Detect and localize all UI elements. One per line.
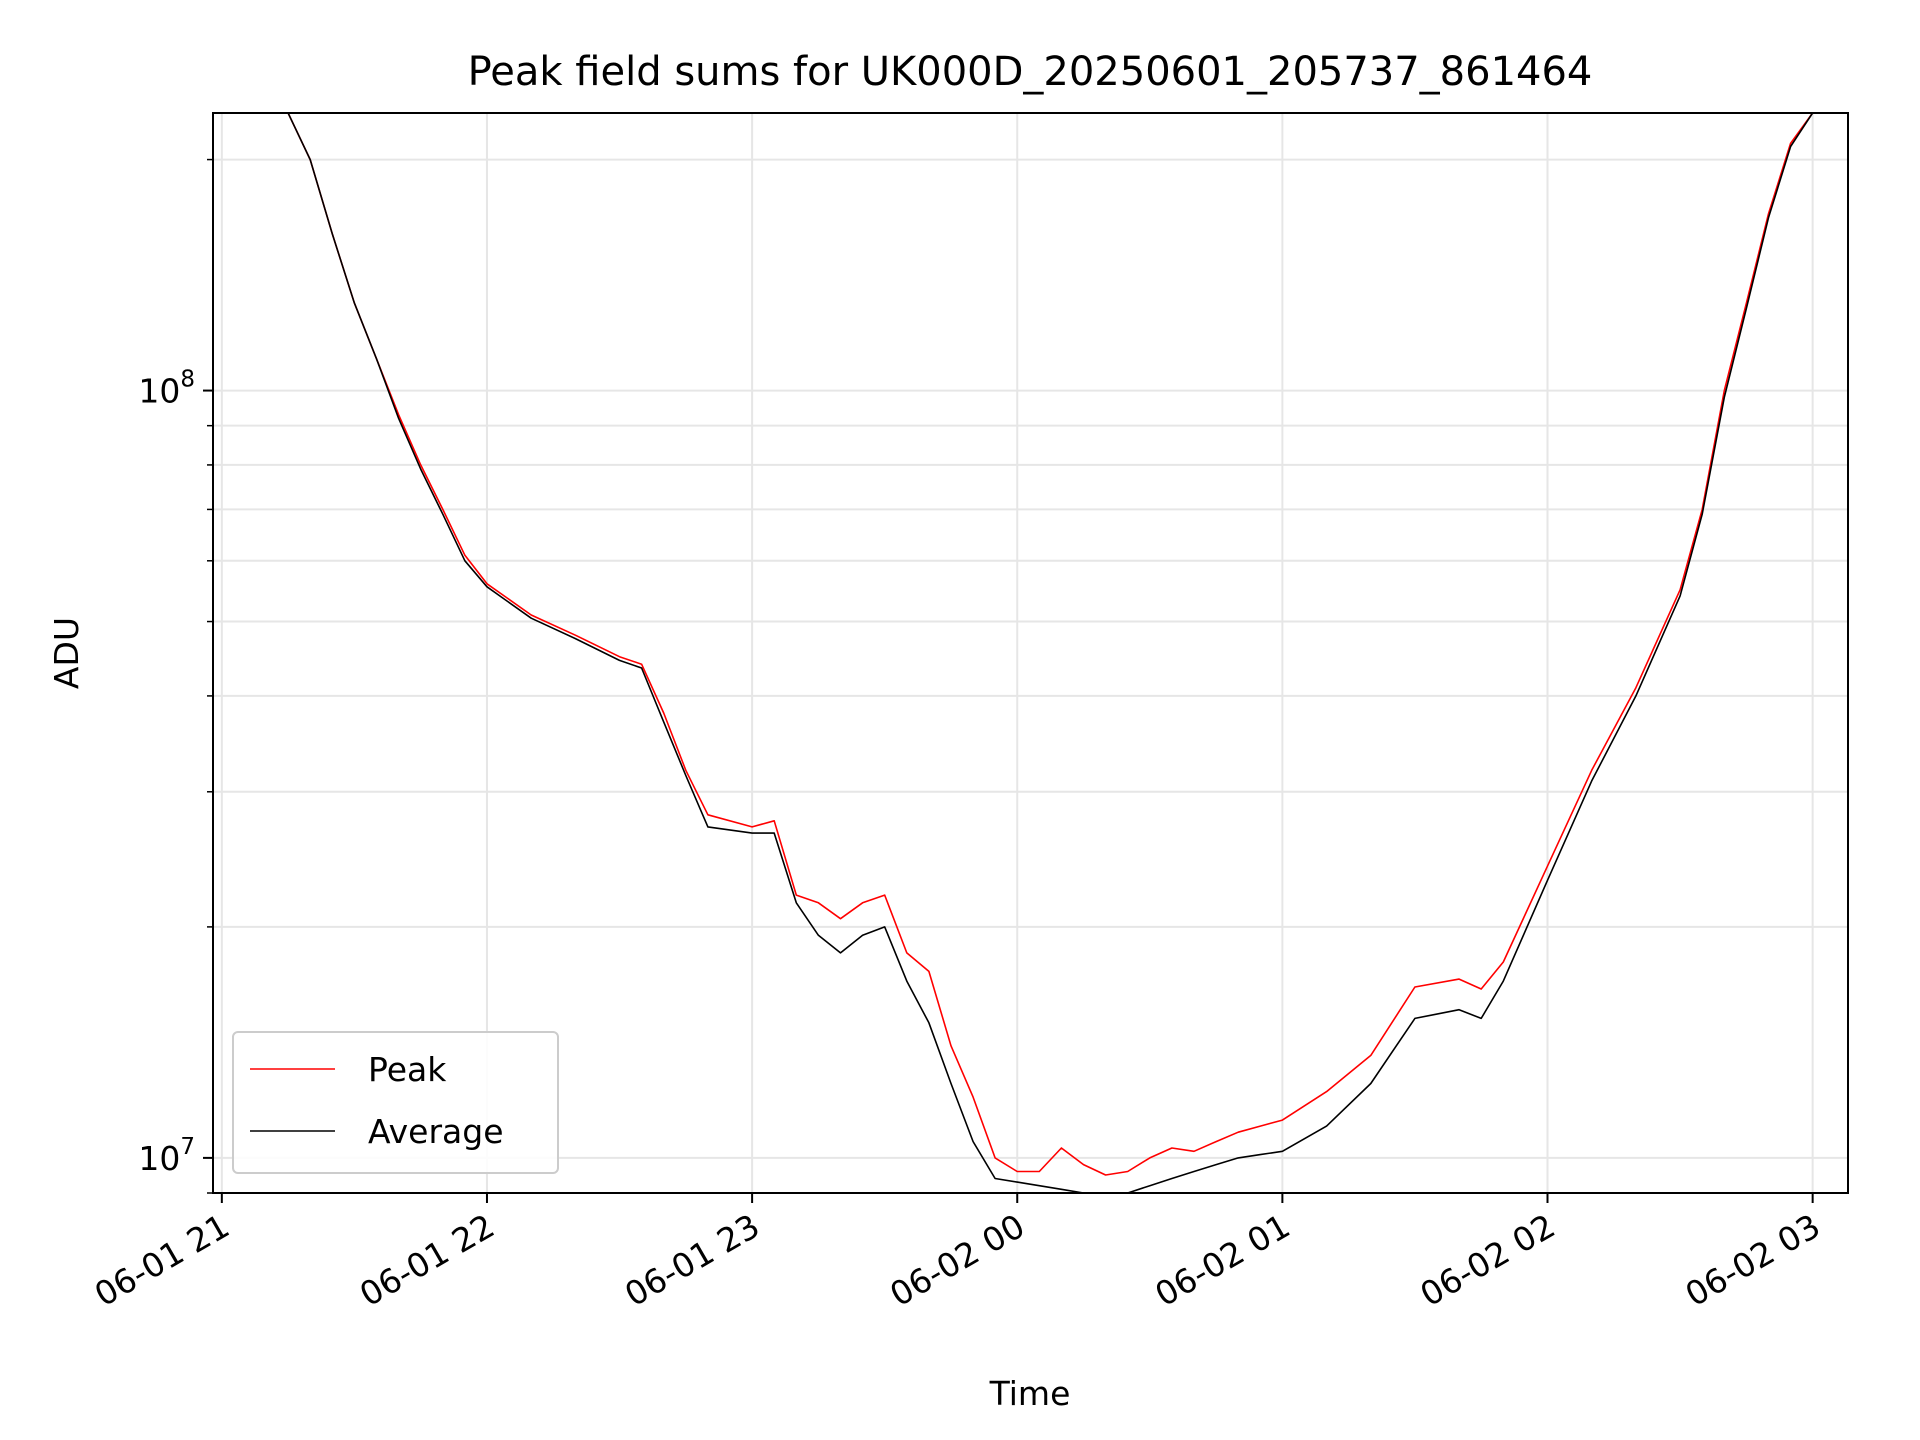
legend-peak-label: Peak — [368, 1050, 447, 1089]
y-axis-label: ADU — [47, 617, 86, 689]
legend-average-label: Average — [368, 1112, 504, 1151]
grid — [213, 113, 1848, 1194]
x-axis-label: Time — [989, 1374, 1071, 1413]
series-line-peak — [213, 112, 1814, 1176]
y-tick-label: 108 — [138, 367, 195, 411]
series-line-average — [213, 112, 1814, 1194]
y-tick-label: 107 — [138, 1134, 195, 1178]
legend: Peak Average — [232, 1031, 559, 1174]
legend-box — [232, 1031, 559, 1174]
chart-title: Peak field sums for UK000D_20250601_2057… — [468, 49, 1593, 95]
plot-frame — [212, 112, 1849, 1194]
series-group — [213, 112, 1814, 1194]
